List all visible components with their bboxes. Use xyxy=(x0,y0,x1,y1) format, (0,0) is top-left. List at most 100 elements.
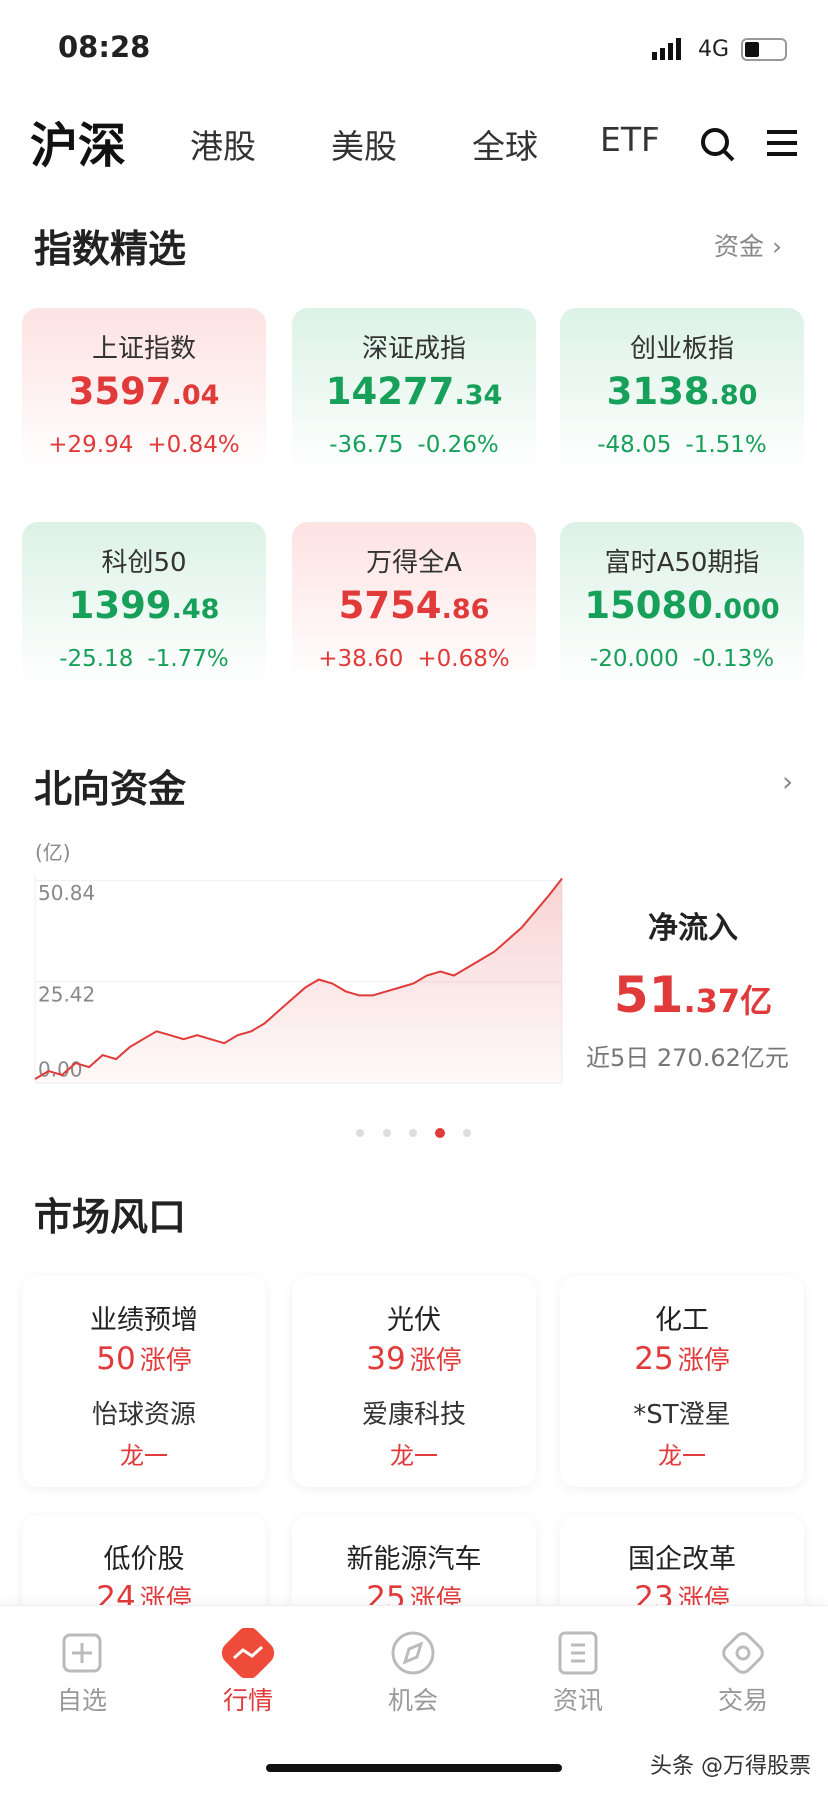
nav-item[interactable]: 资讯 xyxy=(552,1686,603,1715)
price-int: 3597 xyxy=(68,370,172,413)
change-pct: +0.84% xyxy=(147,432,240,458)
count: 39 xyxy=(366,1341,406,1377)
theme-name: 化工 xyxy=(655,1305,709,1336)
net-unit: 亿 xyxy=(740,982,773,1020)
index-price: 3138.80 xyxy=(560,370,804,413)
tab[interactable]: 沪深 xyxy=(30,118,127,174)
index-price: 5754.86 xyxy=(292,584,536,627)
theme-stock: 爱康科技 xyxy=(361,1400,466,1430)
change-pct: -0.13% xyxy=(692,646,775,672)
theme-count: 25 涨停 xyxy=(560,1340,804,1377)
toolbar-icons[interactable] xyxy=(697,124,807,164)
index-change: +29.94 +0.84% xyxy=(22,432,266,458)
index-change: -36.75 -0.26% xyxy=(292,432,536,458)
y-axis-label: (亿) xyxy=(35,841,71,865)
price-dec: .86 xyxy=(441,594,490,625)
index-card[interactable]: 富时A50期指 15080.000 -20.000 -0.13% xyxy=(560,522,804,704)
price-dec: .80 xyxy=(709,380,758,411)
price-int: 14277 xyxy=(325,370,455,413)
net-dec: .37 xyxy=(683,982,741,1020)
net-int: 51 xyxy=(613,966,684,1024)
index-name: 科创50 xyxy=(101,548,187,578)
index-card[interactable]: 科创50 1399.48 -25.18 -1.77% xyxy=(22,522,266,704)
change: -48.05 xyxy=(597,432,672,458)
theme-stock: 怡球资源 xyxy=(91,1400,196,1430)
section-title: 北向资金 xyxy=(34,767,187,811)
price-int: 5754 xyxy=(338,584,442,627)
theme-count: 39 涨停 xyxy=(292,1340,536,1377)
index-name: 万得全A xyxy=(366,548,462,578)
theme-count: 50 涨停 xyxy=(22,1340,266,1377)
nav-item[interactable]: 自选 xyxy=(56,1686,107,1715)
index-change: +38.60 +0.68% xyxy=(292,646,536,672)
index-price: 3597.04 xyxy=(22,370,266,413)
count: 25 xyxy=(634,1341,674,1377)
theme-name: 业绩预增 xyxy=(90,1305,198,1336)
theme-tag: 龙一 xyxy=(390,1442,438,1470)
index-card[interactable]: 创业板指 3138.80 -48.05 -1.51% xyxy=(560,308,804,490)
price-dec: .04 xyxy=(171,380,220,411)
watermark: 头条 @万得股票 xyxy=(650,1754,811,1779)
theme-name: 低价股 xyxy=(103,1544,185,1575)
index-name: 深证成指 xyxy=(361,334,466,364)
change: +38.60 xyxy=(318,646,404,672)
theme-card[interactable]: 光伏 39 涨停爱康科技龙一 xyxy=(292,1276,536,1487)
change: -25.18 xyxy=(59,646,134,672)
nav-item[interactable]: 机会 xyxy=(387,1686,438,1715)
index-change: -20.000 -0.13% xyxy=(560,646,804,672)
index-card[interactable]: 深证成指 14277.34 -36.75 -0.26% xyxy=(292,308,536,490)
change-pct: -0.26% xyxy=(417,432,499,458)
nav-item[interactable]: 行情 xyxy=(222,1686,273,1715)
tab[interactable]: ETF xyxy=(600,120,660,159)
section-link[interactable]: 资金 › xyxy=(714,232,782,261)
tab[interactable]: 美股 xyxy=(331,127,397,166)
status-time: 08:28 xyxy=(58,30,151,64)
index-name: 创业板指 xyxy=(629,334,734,364)
index-card[interactable]: 上证指数 3597.04 +29.94 +0.84% xyxy=(22,308,266,490)
index-change: -25.18 -1.77% xyxy=(22,646,266,672)
line xyxy=(34,877,563,1080)
nav-item[interactable]: 交易 xyxy=(717,1686,768,1715)
y-tick-label: 50.84 xyxy=(38,881,95,905)
index-price: 15080.000 xyxy=(560,584,804,627)
tab[interactable]: 港股 xyxy=(190,127,256,166)
theme-name: 光伏 xyxy=(387,1305,441,1336)
net-value: 51.37亿 xyxy=(600,966,786,1024)
section-title: 指数精选 xyxy=(34,227,187,271)
price-dec: .34 xyxy=(454,380,503,411)
change: -36.75 xyxy=(329,432,404,458)
theme-name: 国企改革 xyxy=(628,1544,736,1575)
index-card[interactable]: 万得全A 5754.86 +38.60 +0.68% xyxy=(292,522,536,704)
y-tick-label: 25.42 xyxy=(38,982,95,1006)
home-indicator xyxy=(266,1764,562,1772)
index-price: 1399.48 xyxy=(22,584,266,627)
price-int: 3138 xyxy=(606,370,710,413)
area xyxy=(35,878,562,1083)
five-day: 近5日 270.62亿元 xyxy=(586,1044,789,1072)
theme-tag: 龙一 xyxy=(658,1442,706,1470)
price-int: 1399 xyxy=(68,584,172,627)
theme-card[interactable]: 业绩预增 50 涨停怡球资源龙一 xyxy=(22,1276,266,1487)
nav-icons xyxy=(62,1628,764,1678)
chevron[interactable]: › xyxy=(782,765,794,798)
theme-tag: 龙一 xyxy=(120,1442,168,1470)
pager xyxy=(356,1128,471,1138)
price-int: 15080 xyxy=(584,584,714,627)
status-network: 4G xyxy=(698,37,730,62)
index-change: -48.05 -1.51% xyxy=(560,432,804,458)
change: +29.94 xyxy=(48,432,134,458)
count-unit: 涨停 xyxy=(139,1346,192,1376)
bottom-nav: 自选 行情 机会 资讯 交易 xyxy=(0,1605,828,1793)
theme-card[interactable]: 化工 25 涨停 *ST澄星龙一 xyxy=(560,1276,804,1487)
change-pct: -1.51% xyxy=(685,432,767,458)
section-title: 市场风口 xyxy=(34,1195,187,1239)
price-dec: .48 xyxy=(171,594,220,625)
change-pct: +0.68% xyxy=(417,646,510,672)
index-price: 14277.34 xyxy=(292,370,536,413)
change-pct: -1.77% xyxy=(147,646,229,672)
theme-stock: *ST澄星 xyxy=(633,1400,731,1430)
tab[interactable]: 全球 xyxy=(472,127,538,166)
index-name: 上证指数 xyxy=(91,334,196,364)
